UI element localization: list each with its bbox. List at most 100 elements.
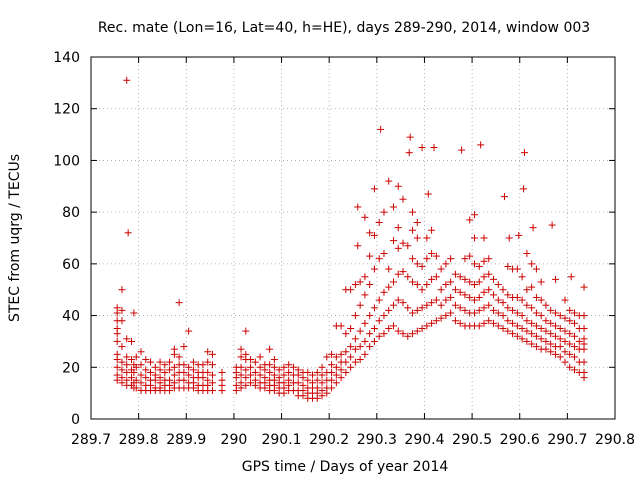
data-point bbox=[370, 231, 378, 239]
data-point bbox=[561, 348, 569, 356]
data-point bbox=[170, 345, 178, 353]
data-point bbox=[180, 376, 188, 384]
data-point bbox=[520, 185, 528, 193]
data-point bbox=[404, 273, 412, 281]
data-point bbox=[528, 319, 536, 327]
data-point bbox=[423, 301, 431, 309]
data-point bbox=[523, 337, 531, 345]
data-point bbox=[237, 363, 245, 371]
data-point bbox=[242, 366, 250, 374]
data-point bbox=[556, 335, 564, 343]
data-point bbox=[328, 361, 336, 369]
data-point bbox=[451, 301, 459, 309]
data-point bbox=[432, 273, 440, 281]
x-tick-label: 289.9 bbox=[166, 432, 206, 448]
data-point bbox=[409, 278, 417, 286]
data-point bbox=[537, 335, 545, 343]
data-point bbox=[523, 327, 531, 335]
data-point bbox=[567, 273, 575, 281]
data-point bbox=[285, 376, 293, 384]
data-point bbox=[118, 343, 126, 351]
data-point bbox=[566, 363, 574, 371]
data-point bbox=[432, 296, 440, 304]
data-point bbox=[480, 257, 488, 265]
data-point bbox=[532, 343, 540, 351]
data-point bbox=[404, 332, 412, 340]
data-point bbox=[528, 304, 536, 312]
data-point bbox=[328, 368, 336, 376]
data-point bbox=[356, 278, 364, 286]
data-point bbox=[456, 319, 464, 327]
data-point bbox=[513, 293, 521, 301]
data-point bbox=[309, 371, 317, 379]
y-tick-label: 60 bbox=[62, 257, 80, 273]
data-point bbox=[428, 250, 436, 258]
data-point bbox=[399, 268, 407, 276]
data-point bbox=[389, 322, 397, 330]
data-point bbox=[261, 374, 269, 382]
data-point bbox=[180, 343, 188, 351]
data-point bbox=[409, 255, 417, 263]
data-point bbox=[556, 325, 564, 332]
data-point bbox=[113, 304, 121, 312]
data-point bbox=[485, 317, 493, 325]
data-point bbox=[505, 234, 513, 242]
data-point bbox=[494, 281, 502, 289]
data-point bbox=[304, 376, 312, 384]
data-point bbox=[575, 337, 583, 345]
data-point bbox=[185, 327, 193, 335]
x-tick-label: 290.4 bbox=[404, 432, 444, 448]
data-point bbox=[251, 368, 259, 376]
data-point bbox=[413, 281, 421, 289]
data-point bbox=[142, 374, 150, 382]
data-point bbox=[199, 361, 207, 369]
data-point bbox=[571, 366, 579, 374]
data-point bbox=[370, 325, 378, 332]
data-point bbox=[280, 371, 288, 379]
data-point bbox=[118, 358, 126, 366]
data-point bbox=[347, 343, 355, 351]
data-point bbox=[413, 234, 421, 242]
data-point bbox=[318, 363, 326, 371]
data-point bbox=[204, 368, 212, 376]
data-point bbox=[566, 330, 574, 338]
data-point bbox=[356, 327, 364, 335]
data-point bbox=[418, 144, 426, 151]
data-point bbox=[518, 335, 526, 343]
data-point bbox=[566, 317, 574, 325]
data-point bbox=[518, 296, 526, 304]
data-point bbox=[247, 363, 255, 371]
data-point bbox=[447, 293, 455, 301]
data-point bbox=[466, 252, 474, 260]
data-point bbox=[442, 260, 450, 268]
data-point bbox=[458, 146, 466, 154]
data-point bbox=[366, 312, 374, 320]
data-point bbox=[480, 234, 488, 242]
data-point bbox=[480, 304, 488, 312]
data-point bbox=[237, 345, 245, 353]
data-point bbox=[413, 218, 421, 226]
data-point bbox=[328, 376, 336, 384]
data-point bbox=[318, 387, 326, 395]
data-point bbox=[299, 381, 307, 389]
data-point bbox=[280, 363, 288, 371]
data-point bbox=[118, 317, 126, 325]
data-point bbox=[404, 242, 412, 250]
data-point bbox=[424, 190, 432, 198]
data-point bbox=[237, 353, 245, 361]
data-point bbox=[461, 291, 469, 299]
data-point bbox=[399, 330, 407, 338]
data-point bbox=[351, 335, 359, 343]
data-point bbox=[208, 371, 216, 379]
data-point bbox=[580, 312, 588, 320]
data-point bbox=[156, 366, 164, 374]
data-point bbox=[280, 379, 288, 387]
data-point bbox=[361, 273, 369, 281]
data-point bbox=[518, 325, 526, 332]
data-point bbox=[499, 312, 507, 320]
data-point bbox=[394, 296, 402, 304]
data-point bbox=[332, 379, 340, 387]
data-point bbox=[127, 356, 135, 364]
data-point bbox=[509, 306, 517, 314]
